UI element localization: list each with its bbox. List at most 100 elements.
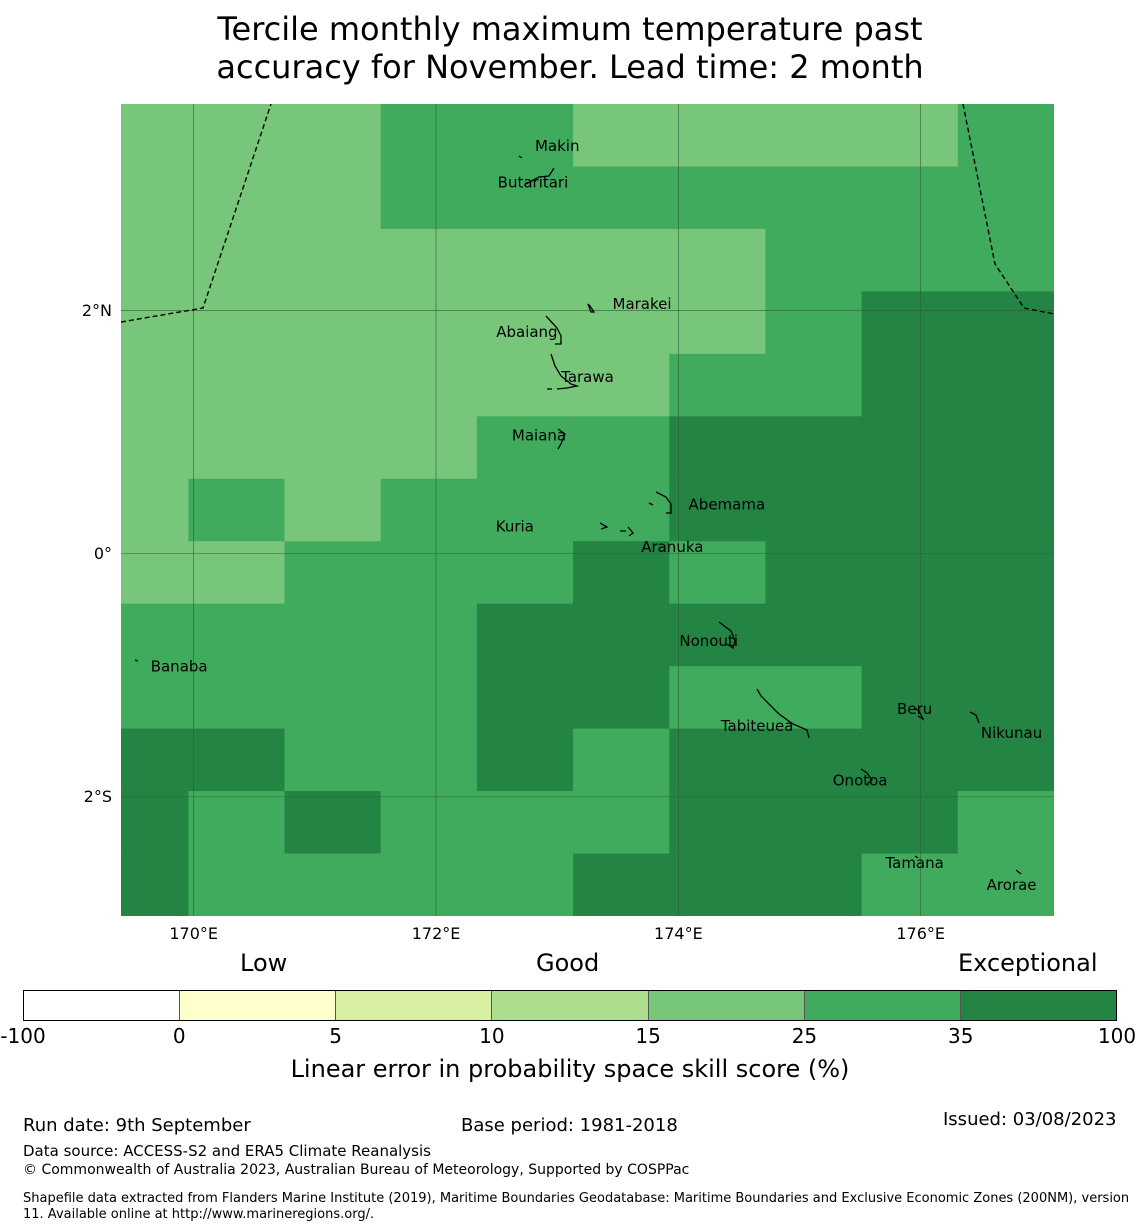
skill-cell xyxy=(476,728,574,792)
skill-cell xyxy=(188,291,286,355)
colorbar-label: Linear error in probability space skill … xyxy=(290,1055,850,1083)
skill-cell xyxy=(284,228,382,292)
skill-cell xyxy=(380,666,478,730)
skill-cell xyxy=(861,166,959,230)
island-label: Onotoa xyxy=(833,772,888,790)
skill-cell xyxy=(861,666,959,730)
skill-cell xyxy=(573,353,670,417)
island-label: Tabiteuea xyxy=(720,717,794,735)
skill-cell xyxy=(861,416,959,480)
skill-cell xyxy=(188,666,286,730)
island-label: Banaba xyxy=(151,657,208,675)
longitude-label: 174°E xyxy=(654,924,703,943)
skill-cell xyxy=(121,291,189,355)
skill-cell xyxy=(284,478,382,542)
island-label: Maiana xyxy=(512,426,566,444)
skill-cell xyxy=(669,666,766,730)
skill-map-canvas: Makin Butaritari Marakei Abaiang Tarawa Maian… xyxy=(121,104,1054,916)
skill-cell xyxy=(765,791,863,855)
skill-cell xyxy=(121,353,189,417)
skill-cell xyxy=(121,666,189,730)
skill-cell xyxy=(957,416,1054,480)
skill-cell xyxy=(476,166,574,230)
skill-cell xyxy=(861,791,959,855)
skill-cell xyxy=(476,666,574,730)
skill-cell xyxy=(957,853,1054,916)
outline-abaiang xyxy=(545,315,562,345)
skill-cell xyxy=(188,603,286,667)
skill-cell xyxy=(476,353,574,417)
skill-cell xyxy=(380,166,478,230)
skill-cell xyxy=(188,228,286,292)
outline-maiana xyxy=(557,428,566,450)
island-label: Nikunau xyxy=(981,724,1042,742)
colorbar-swatch xyxy=(648,991,805,1020)
colorbar-tick-label: 100 xyxy=(1097,1024,1137,1048)
skill-cell xyxy=(573,291,670,355)
skill-cell xyxy=(573,416,670,480)
skill-cell xyxy=(765,228,863,292)
skill-cell xyxy=(669,603,766,667)
skill-cell xyxy=(121,166,189,230)
colorbar-category-good: Good xyxy=(536,949,600,977)
skill-cell xyxy=(188,478,286,542)
outline-abemama xyxy=(648,491,672,514)
skill-cell xyxy=(957,291,1054,355)
skill-cell xyxy=(121,228,189,292)
skill-cell xyxy=(284,603,382,667)
skill-cell xyxy=(476,416,574,480)
data-source: Data source: ACCESS-S2 and ERA5 Climate … xyxy=(23,1142,431,1160)
skill-cell xyxy=(121,728,189,792)
outline-kuria xyxy=(599,522,626,532)
skill-cell xyxy=(380,416,478,480)
colorbar-tick-label: 15 xyxy=(635,1024,661,1048)
skill-cell xyxy=(284,353,382,417)
outline-banaba xyxy=(134,659,139,662)
outline-aranuka xyxy=(627,526,634,537)
latitude-label: 2°S xyxy=(83,786,112,806)
skill-cell xyxy=(121,791,189,855)
skill-cell xyxy=(765,541,863,605)
latitude-label: 0° xyxy=(93,543,112,563)
island-outlines xyxy=(134,155,1022,875)
outline-makin xyxy=(518,155,523,159)
skill-cell xyxy=(765,728,863,792)
skill-cell xyxy=(861,541,959,605)
skill-cell xyxy=(121,478,189,542)
skill-cell xyxy=(957,666,1054,730)
skill-cell xyxy=(188,416,286,480)
skill-cell xyxy=(861,728,959,792)
skill-cell xyxy=(957,104,1054,167)
longitude-label: 176°E xyxy=(896,924,946,943)
eez-boundary-west xyxy=(121,104,272,323)
skill-cell xyxy=(669,104,766,167)
skill-cell xyxy=(284,853,382,916)
skill-cell xyxy=(380,791,478,855)
skill-cell xyxy=(573,541,670,605)
island-label: Aranuka xyxy=(641,538,703,556)
skill-cell xyxy=(957,541,1054,605)
skill-cell xyxy=(284,541,382,605)
island-label: Kuria xyxy=(496,518,534,536)
map-title: Tercile monthly maximum temperature past… xyxy=(0,10,1140,86)
outline-tarawa xyxy=(547,353,580,390)
skill-cell xyxy=(284,416,382,480)
skill-cell xyxy=(573,104,670,167)
skill-cell xyxy=(476,791,574,855)
colorbar-swatch xyxy=(492,991,649,1020)
skill-cell xyxy=(188,104,286,167)
colorbar-swatch xyxy=(180,991,337,1020)
eez-boundary xyxy=(121,104,1054,323)
outline-tamana xyxy=(914,855,919,859)
colorbar-swatch xyxy=(960,991,1116,1020)
skill-cell xyxy=(861,603,959,667)
skill-cell xyxy=(573,666,670,730)
skill-cell xyxy=(573,791,670,855)
colorbar-tick-label: 0 xyxy=(172,1024,186,1048)
skill-cell xyxy=(957,228,1054,292)
skill-cell xyxy=(284,104,382,167)
skill-cell xyxy=(121,416,189,480)
colorbar-swatch xyxy=(336,991,493,1020)
longitude-label: 172°E xyxy=(411,924,461,943)
skill-cell xyxy=(957,353,1054,417)
